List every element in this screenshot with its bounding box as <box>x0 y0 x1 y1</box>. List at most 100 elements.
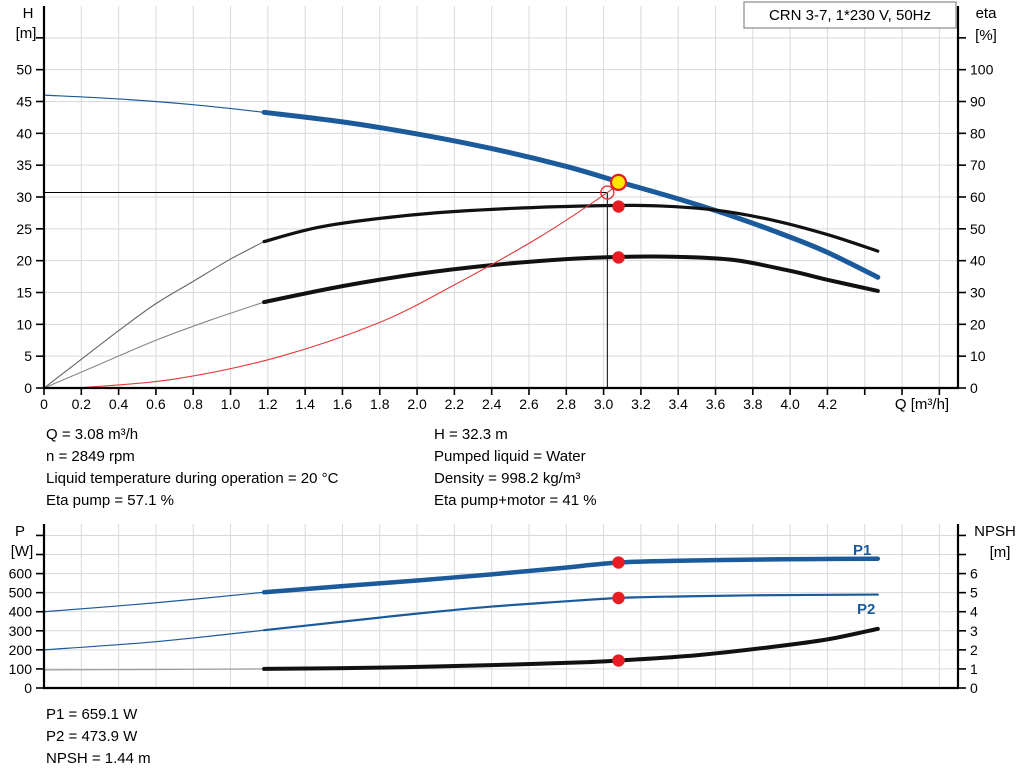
power-npsh-chart-ticks <box>36 534 966 689</box>
npsh-curve-extension <box>43 668 265 671</box>
tick-label-x: 1.8 <box>370 396 390 412</box>
info-line-p1: P1 = 659.1 W <box>46 706 138 723</box>
tick-label-left: 15 <box>16 285 32 301</box>
info-line-p2: P2 = 473.9 W <box>46 728 138 745</box>
tick-label-left: 0 <box>24 380 32 396</box>
tick-label-left: 25 <box>16 221 32 237</box>
tick-label-x: 3.6 <box>706 396 726 412</box>
requested-duty-point[interactable] <box>600 185 615 200</box>
tick-label-right: 3 <box>970 623 978 639</box>
p1-point <box>612 556 625 569</box>
q-axis-label: Q [m³/h] <box>895 396 949 413</box>
npsh-curve <box>262 626 880 671</box>
tick-label-x: 4.0 <box>780 396 800 412</box>
tick-label-x: 0.4 <box>109 396 129 412</box>
tick-label-right: 60 <box>970 189 986 205</box>
p1-series-label: P1 <box>853 542 871 559</box>
tick-label-right: 20 <box>970 316 986 332</box>
tick-label-x: 1.6 <box>333 396 353 412</box>
info-line-liquid: Pumped liquid = Water <box>434 448 586 465</box>
p-axis-title: P <box>15 523 25 540</box>
tick-label-x: 2.6 <box>519 396 539 412</box>
tick-label-x: 3.0 <box>594 396 614 412</box>
tick-label-right: 70 <box>970 157 986 173</box>
info-line-eta-pump: Eta pump = 57.1 % <box>46 492 174 509</box>
eta-pump-motor-point <box>612 251 625 264</box>
eta-axis-title: eta <box>976 5 998 22</box>
power-npsh-chart-grid <box>44 524 958 688</box>
tick-label-right: 6 <box>970 566 978 582</box>
tick-label-x: 0.8 <box>183 396 203 412</box>
eta-pump-point <box>612 200 625 213</box>
tick-label-left: 600 <box>9 566 33 582</box>
info-line-eta-pump-motor: Eta pump+motor = 41 % <box>434 492 597 509</box>
power-npsh-chart-tick-labels: 0 100 200 300 400 500 600 0 1 2 3 4 5 6 <box>9 566 978 696</box>
tick-label-right: 4 <box>970 604 978 620</box>
tick-label-right: 0 <box>970 380 978 396</box>
p2-point <box>612 591 625 605</box>
eta-axis-unit: [%] <box>975 27 997 44</box>
tick-label-left: 100 <box>9 661 33 677</box>
p2-curve-extension <box>43 629 265 651</box>
tick-label-left: 0 <box>24 680 32 696</box>
tick-label-right: 5 <box>970 585 978 601</box>
pump-model-title: CRN 3-7, 1*230 V, 50Hz <box>769 7 931 24</box>
tick-label-left: 10 <box>16 316 32 332</box>
tick-label-left: 5 <box>24 348 32 364</box>
tick-label-right: 100 <box>970 62 994 78</box>
tick-label-left: 45 <box>16 94 32 110</box>
tick-label-x: 2.2 <box>445 396 465 412</box>
p1-curve <box>261 556 881 595</box>
duty-point[interactable] <box>609 173 628 191</box>
eta-pump-motor-curve <box>262 254 880 305</box>
qh-curve-extension <box>43 94 265 113</box>
npsh-point <box>612 654 625 667</box>
tick-label-x: 3.2 <box>631 396 651 412</box>
tick-label-right: 2 <box>970 642 978 658</box>
tick-label-x: 4.2 <box>818 396 838 412</box>
tick-label-right: 40 <box>970 253 986 269</box>
h-axis-title: H <box>23 5 34 22</box>
tick-label-x: 0 <box>40 396 48 412</box>
tick-label-left: 400 <box>9 604 33 620</box>
info-line-npsh: NPSH = 1.44 m <box>46 750 151 767</box>
head-efficiency-chart-ticks <box>36 37 966 395</box>
info-line-speed: n = 2849 rpm <box>46 448 135 465</box>
tick-label-x: 2.8 <box>557 396 577 412</box>
h-axis-unit: [m] <box>16 25 37 42</box>
tick-label-left: 300 <box>9 623 33 639</box>
power-npsh-chart: 0 100 200 300 400 500 600 0 1 2 3 4 5 6 <box>9 524 978 696</box>
tick-label-right: 80 <box>970 125 986 141</box>
power-npsh-chart-frame <box>42 524 960 690</box>
tick-label-left: 200 <box>9 642 33 658</box>
p2-curve <box>263 593 879 632</box>
info-line-density: Density = 998.2 kg/m³ <box>434 470 581 487</box>
tick-label-x: 3.4 <box>668 396 688 412</box>
tick-label-right: 1 <box>970 661 978 677</box>
head-efficiency-chart: 0 5 10 15 20 25 30 35 40 45 50 0 10 20 30 40 50 60 70 80 90 1… <box>16 6 994 412</box>
tick-label-x: 2.0 <box>407 396 427 412</box>
tick-label-right: 10 <box>970 348 986 364</box>
tick-label-left: 35 <box>16 157 32 173</box>
system-curve <box>84 181 620 388</box>
info-line-temperature: Liquid temperature during operation = 20… <box>46 470 339 487</box>
eta-pump-extension <box>43 241 265 389</box>
tick-label-left: 30 <box>16 189 32 205</box>
tick-label-right: 50 <box>970 221 986 237</box>
npsh-axis-unit: [m] <box>990 544 1011 561</box>
pump-model-title-box: CRN 3-7, 1*230 V, 50Hz <box>743 1 957 29</box>
info-line-head: H = 32.3 m <box>434 426 508 443</box>
tick-label-left: 40 <box>16 125 32 141</box>
head-efficiency-chart-tick-labels: 0 5 10 15 20 25 30 35 40 45 50 0 10 20 30 40 50 60 70 80 90 1… <box>16 62 993 412</box>
eta-pump-curve <box>262 203 880 253</box>
tick-label-x: 1.2 <box>258 396 278 412</box>
tick-label-left: 500 <box>9 585 33 601</box>
tick-label-x: 1.4 <box>295 396 315 412</box>
tick-label-right: 30 <box>970 285 986 301</box>
p1-curve-extension <box>43 591 265 613</box>
info-line-q: Q = 3.08 m³/h <box>46 426 139 443</box>
tick-label-x: 3.8 <box>743 396 763 412</box>
qh-curve <box>261 109 881 280</box>
